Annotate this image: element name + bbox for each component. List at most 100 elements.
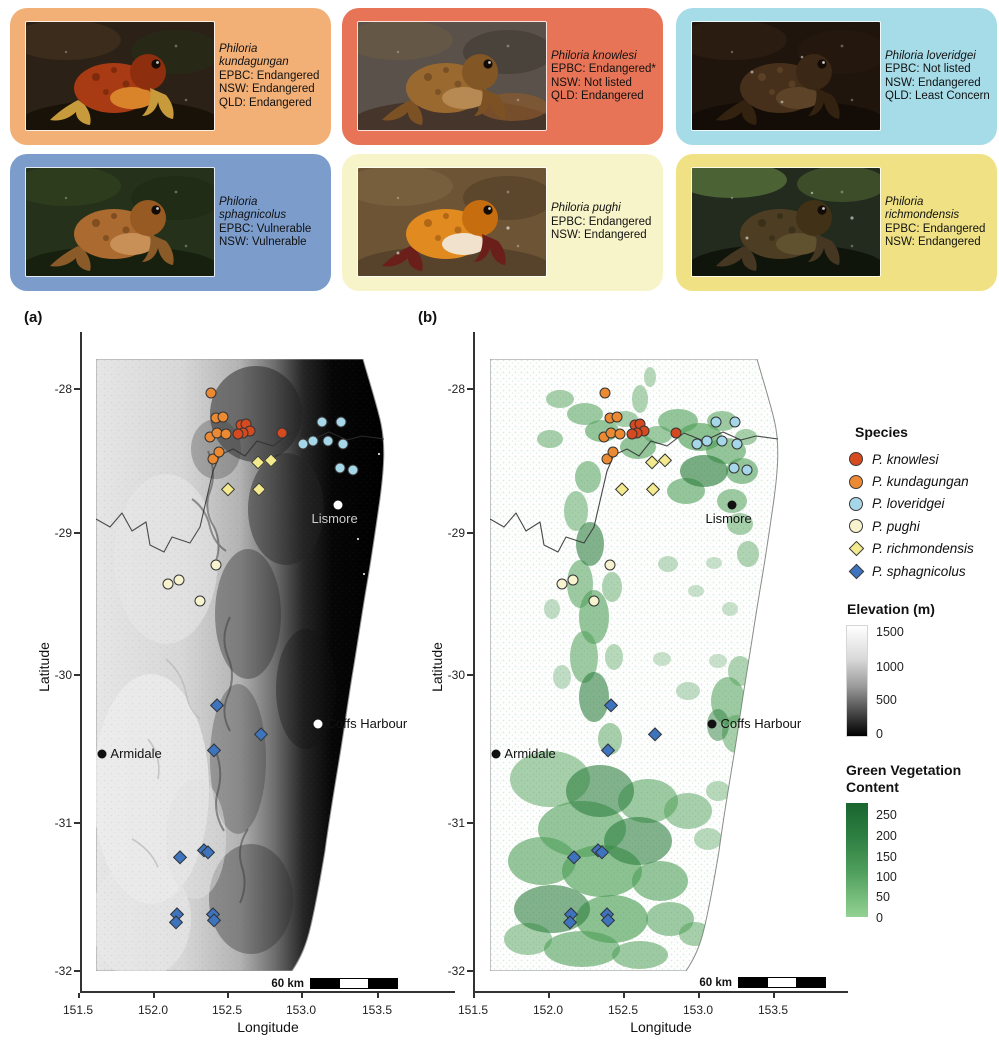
x-axis-title-a: Longitude xyxy=(237,1019,299,1035)
kundagungan-circle-swatch xyxy=(849,474,863,489)
occurrence-point-p-loveridgei xyxy=(728,462,740,474)
vegetation-tick: 200 xyxy=(876,829,897,843)
y-tick-label: -30 xyxy=(54,668,72,682)
species-name: Philoria sphagnicolus xyxy=(219,195,287,222)
city-dot-lismore xyxy=(333,500,343,510)
species-card-loveridgei: Philoria loveridgei EPBC: Not listed NSW… xyxy=(676,8,997,145)
city-dot-armidale xyxy=(97,749,107,759)
x-axis-title-b: Longitude xyxy=(630,1019,692,1035)
occurrence-point-p-loveridgei xyxy=(729,416,741,428)
species-name: Philoria kundagungan xyxy=(219,42,289,69)
y-tick-label: -31 xyxy=(447,816,465,830)
y-axis-line-a xyxy=(80,332,82,992)
occurrence-point-p-loveridgei xyxy=(691,438,703,450)
city-label-coffs-harbour: Coffs Harbour xyxy=(326,715,408,731)
elevation-colorbar xyxy=(846,625,868,737)
occurrence-point-p-sphagnicolus xyxy=(173,850,187,865)
axis-tick xyxy=(698,993,700,998)
occurrence-point-p-richmondensis xyxy=(264,453,278,467)
species-card-knowlesi: Philoria knowlesi EPBC: Endangered* NSW:… xyxy=(342,8,663,145)
city-dot-coffs-harbour xyxy=(313,719,323,729)
y-axis-line-b xyxy=(473,332,475,992)
legend-label: P. loveridgei xyxy=(872,496,945,512)
x-tick-label: 153.5 xyxy=(361,1003,393,1017)
occurrence-point-p-richmondensis xyxy=(615,482,629,497)
legend-item-kundagungan: P. kundagungan xyxy=(849,470,974,492)
legend-item-richmondensis: P. richmondensis xyxy=(848,538,974,560)
x-tick-label: 153.0 xyxy=(285,1003,317,1017)
occurrence-point-p-loveridgei xyxy=(701,435,713,447)
x-tick-label: 153.5 xyxy=(757,1003,789,1017)
status-qld: QLD: Least Concern xyxy=(885,90,990,102)
vegetation-tick: 50 xyxy=(876,890,890,904)
city-label-lismore: Lismore xyxy=(311,511,358,527)
axis-tick xyxy=(377,993,379,998)
axis-tick xyxy=(153,993,155,998)
legend-label: P. sphagnicolus xyxy=(872,563,966,579)
occurrence-point-p-loveridgei xyxy=(335,416,347,428)
occurrence-point-p-pughi xyxy=(604,559,616,571)
vegetation-colorbar xyxy=(846,803,868,917)
species-name: Philoria knowlesi xyxy=(551,49,637,62)
y-tick-label: -30 xyxy=(447,668,465,682)
y-axis-title-a: Latitude xyxy=(36,642,52,692)
occurrence-point-p-kundagungan xyxy=(213,446,225,458)
city-label-armidale: Armidale xyxy=(504,746,556,762)
occurrence-point-p-pughi xyxy=(194,595,206,607)
scalebar-segment xyxy=(339,979,369,988)
occurrence-points-layer-b: Lismore Armidale Coffs Harbour xyxy=(490,359,801,971)
knowlesi-frog-photo xyxy=(357,21,547,131)
x-axis-line-a xyxy=(80,991,455,993)
scalebar-segment xyxy=(311,979,340,988)
y-tick-label: -29 xyxy=(447,526,465,540)
axis-tick xyxy=(74,532,80,534)
species-name: Philoria richmondensis xyxy=(885,195,960,222)
loveridgei-frog-photo xyxy=(691,21,881,131)
elevation-tick: 0 xyxy=(876,727,883,741)
axis-tick xyxy=(773,993,775,998)
vegetation-legend-title: Green Vegetation Content xyxy=(846,762,962,795)
occurrence-point-p-richmondensis xyxy=(658,453,672,467)
axis-tick xyxy=(467,822,473,824)
sphagnicolus-frog-photo xyxy=(25,167,215,277)
scalebar-label-a: 60 km xyxy=(271,978,304,990)
x-tick-label: 152.0 xyxy=(532,1003,564,1017)
status-epbc: EPBC: Endangered xyxy=(551,215,652,228)
occurrence-point-p-loveridgei xyxy=(337,438,349,450)
legend-item-knowlesi: P. knowlesi xyxy=(849,448,974,470)
elevation-tick: 1500 xyxy=(876,625,904,639)
status-nsw: NSW: Endangered xyxy=(885,236,981,248)
occurrence-point-p-richmondensis xyxy=(645,455,659,469)
occurrence-point-p-kundagungan xyxy=(207,453,219,465)
elevation-legend-title: Elevation (m) xyxy=(847,601,935,617)
x-tick-label: 152.5 xyxy=(607,1003,639,1017)
status-nsw: NSW: Not listed xyxy=(551,76,632,89)
scalebar-segment xyxy=(796,978,826,987)
status-nsw: NSW: Endangered xyxy=(885,76,981,89)
legend-label: P. knowlesi xyxy=(872,451,939,467)
status-epbc: EPBC: Endangered xyxy=(219,69,320,82)
occurrence-points-layer-a: Lismore Armidale Coffs Harbour xyxy=(96,359,407,971)
city-label-armidale: Armidale xyxy=(110,746,162,762)
scalebar-segment xyxy=(739,978,768,987)
x-tick-label: 152.5 xyxy=(211,1003,243,1017)
occurrence-point-p-knowlesi xyxy=(276,427,288,439)
y-tick-label: -29 xyxy=(54,526,72,540)
city-label-lismore: Lismore xyxy=(705,511,752,527)
y-tick-label: -31 xyxy=(54,816,72,830)
scalebar-segment xyxy=(767,978,797,987)
city-dot-armidale xyxy=(491,749,501,759)
x-tick-label: 151.5 xyxy=(62,1003,94,1017)
legend-item-sphagnicolus: P. sphagnicolus xyxy=(848,560,974,582)
y-axis-title-b: Latitude xyxy=(429,642,445,692)
knowlesi-circle-swatch xyxy=(849,452,863,467)
axis-tick xyxy=(78,993,80,998)
elevation-map-raster xyxy=(96,359,385,971)
occurrence-point-p-knowlesi xyxy=(232,428,244,440)
axis-tick xyxy=(467,674,473,676)
status-nsw: NSW: Endangered xyxy=(219,83,315,96)
occurrence-point-p-sphagnicolus xyxy=(210,697,225,712)
legend-label: P. pughi xyxy=(872,518,920,534)
occurrence-point-p-loveridgei xyxy=(731,438,743,450)
status-epbc: EPBC: Not listed xyxy=(885,63,971,75)
